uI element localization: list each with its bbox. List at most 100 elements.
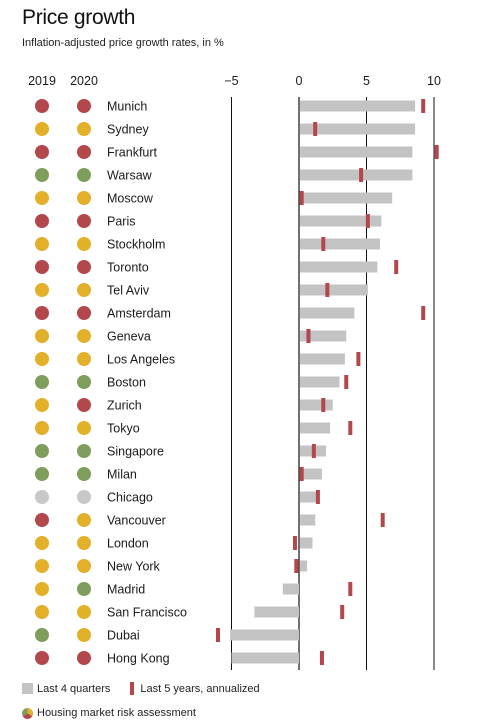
bar-last-4-quarters-frankfurt <box>300 146 413 158</box>
city-label-geneva: Geneva <box>107 330 151 344</box>
risk-2020-dot-milan <box>77 467 91 481</box>
legend-swatch-bar <box>22 683 33 694</box>
risk-2019-dot-hong-kong <box>35 651 49 665</box>
marker-5yr-los-angeles <box>356 352 361 366</box>
city-label-tokyo: Tokyo <box>107 422 140 436</box>
marker-5yr-stockholm <box>321 237 326 251</box>
risk-2019-dot-madrid <box>35 582 49 596</box>
risk-2019-dot-boston <box>35 375 49 389</box>
risk-2019-dot-chicago <box>35 490 49 504</box>
marker-5yr-chicago <box>315 490 320 504</box>
legend-bar-label: Last 4 quarters <box>37 682 111 695</box>
risk-2020-dot-amsterdam <box>77 306 91 320</box>
risk-2020-dot-munich <box>77 99 91 113</box>
risk-2020-dot-boston <box>77 375 91 389</box>
bar-last-4-quarters-vancouver <box>300 514 316 526</box>
bar-last-4-quarters-stockholm <box>300 238 380 250</box>
marker-5yr-boston <box>344 375 349 389</box>
marker-5yr-hong-kong <box>319 651 324 665</box>
bar-last-4-quarters-toronto <box>300 261 378 273</box>
bar-last-4-quarters-new-york <box>300 560 308 572</box>
marker-5yr-tokyo <box>348 421 353 435</box>
bar-last-4-quarters-tel-aviv <box>300 284 368 296</box>
bar-last-4-quarters-dubai <box>230 629 299 641</box>
risk-2020-dot-vancouver <box>77 513 91 527</box>
x-tick-label: 5 <box>363 74 370 88</box>
marker-5yr-frankfurt <box>434 145 439 159</box>
risk-2020-dot-los-angeles <box>77 352 91 366</box>
marker-5yr-paris <box>365 214 370 228</box>
bar-last-4-quarters-los-angeles <box>300 353 345 365</box>
risk-2019-dot-paris <box>35 214 49 228</box>
bar-last-4-quarters-milan <box>300 468 322 480</box>
city-label-vancouver: Vancouver <box>107 514 166 528</box>
risk-2019-dot-moscow <box>35 191 49 205</box>
risk-2020-dot-singapore <box>77 444 91 458</box>
risk-2019-dot-london <box>35 536 49 550</box>
risk-2020-dot-moscow <box>77 191 91 205</box>
city-label-paris: Paris <box>107 215 135 229</box>
bar-last-4-quarters-boston <box>300 376 340 388</box>
city-label-london: London <box>107 537 149 551</box>
risk-2020-dot-san-francisco <box>77 605 91 619</box>
risk-2019-dot-dubai <box>35 628 49 642</box>
legend-risk-label: Housing market risk assessment <box>37 707 196 719</box>
marker-5yr-san-francisco <box>340 605 345 619</box>
marker-5yr-tel-aviv <box>325 283 330 297</box>
risk-2019-dot-munich <box>35 99 49 113</box>
risk-2020-dot-madrid <box>77 582 91 596</box>
city-label-chicago: Chicago <box>107 491 153 505</box>
marker-5yr-toronto <box>394 260 399 274</box>
city-label-singapore: Singapore <box>107 445 164 459</box>
bar-last-4-quarters-zurich <box>300 399 333 411</box>
city-label-boston: Boston <box>107 376 146 390</box>
risk-year-header-2019: 2019 <box>28 74 56 88</box>
bar-last-4-quarters-chicago <box>300 491 320 503</box>
risk-2020-dot-tel-aviv <box>77 283 91 297</box>
marker-5yr-moscow <box>299 191 304 205</box>
risk-2019-dot-geneva <box>35 329 49 343</box>
risk-2020-dot-toronto <box>77 260 91 274</box>
bar-last-4-quarters-warsaw <box>300 169 413 181</box>
legend-risk: Housing market risk assessment <box>22 707 196 719</box>
marker-5yr-dubai <box>216 628 220 642</box>
city-label-munich: Munich <box>107 100 147 114</box>
bar-last-4-quarters-san-francisco <box>254 606 299 618</box>
bar-last-4-quarters-geneva <box>300 330 347 342</box>
risk-2020-dot-paris <box>77 214 91 228</box>
risk-2020-dot-new-york <box>77 559 91 573</box>
bar-last-4-quarters-london <box>300 537 313 549</box>
legend-swatch-marker <box>130 682 135 695</box>
bar-last-4-quarters-hong-kong <box>231 652 299 664</box>
risk-2019-dot-singapore <box>35 444 49 458</box>
city-label-warsaw: Warsaw <box>107 169 153 183</box>
bar-last-4-quarters-madrid <box>282 583 299 595</box>
bar-last-4-quarters-munich <box>300 100 416 112</box>
marker-5yr-zurich <box>321 398 326 412</box>
risk-2019-dot-warsaw <box>35 168 49 182</box>
marker-5yr-sydney <box>313 122 318 136</box>
bar-last-4-quarters-moscow <box>300 192 393 204</box>
risk-2019-dot-toronto <box>35 260 49 274</box>
marker-5yr-milan <box>299 467 304 481</box>
risk-2019-dot-stockholm <box>35 237 49 251</box>
marker-5yr-amsterdam <box>421 306 426 320</box>
risk-2019-dot-frankfurt <box>35 145 49 159</box>
risk-2019-dot-san-francisco <box>35 605 49 619</box>
marker-5yr-warsaw <box>359 168 364 182</box>
risk-2019-dot-vancouver <box>35 513 49 527</box>
risk-2020-dot-stockholm <box>77 237 91 251</box>
city-label-stockholm: Stockholm <box>107 238 165 252</box>
marker-5yr-geneva <box>306 329 311 343</box>
city-label-amsterdam: Amsterdam <box>107 307 171 321</box>
marker-5yr-london <box>292 536 297 550</box>
x-tick-label: 0 <box>296 74 303 88</box>
risk-2020-dot-geneva <box>77 329 91 343</box>
risk-2019-dot-los-angeles <box>35 352 49 366</box>
city-label-moscow: Moscow <box>107 192 154 206</box>
risk-2020-dot-london <box>77 536 91 550</box>
risk-2020-dot-warsaw <box>77 168 91 182</box>
x-tick-label: −5 <box>224 74 238 88</box>
city-label-san-francisco: San Francisco <box>107 606 187 620</box>
